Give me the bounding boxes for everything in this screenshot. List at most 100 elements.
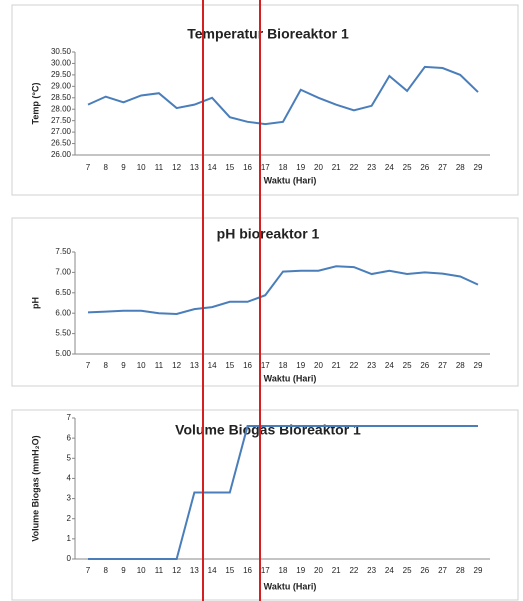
- x-tick-label: 17: [261, 361, 270, 370]
- y-tick-label: 27.50: [51, 116, 72, 125]
- x-tick-label: 10: [137, 163, 146, 172]
- y-axis-label: pH: [30, 297, 40, 309]
- x-tick-label: 11: [155, 163, 164, 172]
- x-tick-label: 23: [367, 566, 376, 575]
- y-tick-label: 6.50: [55, 288, 71, 297]
- y-tick-label: 1: [67, 534, 72, 543]
- x-tick-label: 17: [261, 566, 270, 575]
- y-tick-label: 5: [67, 453, 72, 462]
- data-line: [87, 265, 479, 316]
- x-tick-label: 19: [296, 361, 305, 370]
- data-line: [87, 65, 479, 126]
- y-tick-label: 7.00: [55, 268, 71, 277]
- x-tick-label: 12: [172, 361, 181, 370]
- x-tick-label: 22: [349, 163, 358, 172]
- x-tick-label: 7: [86, 566, 91, 575]
- y-tick-label: 4: [67, 474, 72, 483]
- data-line: [88, 425, 478, 560]
- x-tick-label: 22: [349, 566, 358, 575]
- x-tick-label: 24: [385, 566, 394, 575]
- x-tick-label: 13: [190, 163, 199, 172]
- x-tick-label: 10: [137, 361, 146, 370]
- y-tick-label: 29.00: [51, 81, 72, 90]
- x-tick-label: 24: [385, 163, 394, 172]
- x-tick-label: 15: [225, 566, 234, 575]
- x-axis-label: Waktu (Hari): [264, 373, 317, 383]
- x-tick-label: 20: [314, 361, 323, 370]
- x-tick-label: 26: [420, 163, 429, 172]
- y-tick-label: 29.50: [51, 70, 72, 79]
- x-tick-label: 21: [332, 163, 341, 172]
- y-tick-label: 26.50: [51, 139, 72, 148]
- y-tick-label: 3: [67, 494, 72, 503]
- x-tick-label: 28: [456, 163, 465, 172]
- x-tick-label: 7: [86, 361, 91, 370]
- x-tick-label: 11: [155, 361, 164, 370]
- x-tick-label: 16: [243, 361, 252, 370]
- y-tick-label: 30.00: [51, 59, 72, 68]
- x-tick-label: 12: [172, 566, 181, 575]
- x-tick-label: 9: [121, 566, 126, 575]
- chart-title: Temperatur Bioreaktor 1: [187, 26, 349, 42]
- x-axis-label: Waktu (Hari): [264, 175, 317, 185]
- x-tick-label: 20: [314, 566, 323, 575]
- x-tick-label: 29: [474, 361, 483, 370]
- x-tick-label: 25: [403, 163, 412, 172]
- x-tick-label: 20: [314, 163, 323, 172]
- y-tick-label: 30.50: [51, 47, 72, 56]
- x-tick-label: 7: [86, 163, 91, 172]
- x-tick-label: 28: [456, 361, 465, 370]
- y-tick-label: 26.00: [51, 150, 72, 159]
- y-tick-label: 7.50: [55, 247, 71, 256]
- x-tick-label: 28: [456, 566, 465, 575]
- x-tick-label: 27: [438, 163, 447, 172]
- x-tick-label: 18: [279, 163, 288, 172]
- y-tick-label: 0: [67, 554, 72, 563]
- x-tick-label: 19: [296, 163, 305, 172]
- x-axis-label: Waktu (Hari): [264, 581, 317, 591]
- x-tick-label: 15: [225, 163, 234, 172]
- x-tick-label: 27: [438, 361, 447, 370]
- y-tick-label: 27.00: [51, 127, 72, 136]
- x-tick-label: 16: [243, 163, 252, 172]
- x-tick-label: 21: [332, 361, 341, 370]
- y-tick-label: 6.00: [55, 308, 71, 317]
- x-tick-label: 29: [474, 566, 483, 575]
- x-tick-label: 8: [104, 163, 109, 172]
- y-axis-label: Temp (°C): [30, 83, 40, 125]
- x-tick-label: 19: [296, 566, 305, 575]
- x-tick-label: 22: [349, 361, 358, 370]
- x-tick-label: 21: [332, 566, 341, 575]
- y-tick-label: 6: [67, 433, 72, 442]
- charts: Temperatur Bioreaktor 1 26.00 26.50 27.00 27…: [30, 26, 490, 591]
- y-tick-label: 5.00: [55, 349, 71, 358]
- y-tick-label: 28.50: [51, 93, 72, 102]
- chart-frame: [11, 217, 519, 387]
- x-tick-label: 18: [279, 361, 288, 370]
- y-tick-label: 28.00: [51, 104, 72, 113]
- x-tick-label: 14: [208, 163, 217, 172]
- chart-title: pH bioreaktor 1: [217, 226, 320, 242]
- x-tick-label: 9: [121, 163, 126, 172]
- x-tick-label: 12: [172, 163, 181, 172]
- x-tick-label: 25: [403, 361, 412, 370]
- x-tick-label: 24: [385, 361, 394, 370]
- x-tick-label: 11: [155, 566, 164, 575]
- chart-frame: [11, 409, 519, 601]
- x-tick-label: 8: [104, 361, 109, 370]
- x-tick-label: 13: [190, 566, 199, 575]
- x-tick-label: 27: [438, 566, 447, 575]
- x-tick-label: 23: [367, 163, 376, 172]
- x-tick-label: 9: [121, 361, 126, 370]
- y-tick-label: 7: [67, 413, 72, 422]
- x-tick-label: 17: [261, 163, 270, 172]
- x-tick-label: 10: [137, 566, 146, 575]
- x-tick-label: 14: [208, 566, 217, 575]
- x-tick-label: 15: [225, 361, 234, 370]
- x-tick-label: 25: [403, 566, 412, 575]
- x-tick-label: 26: [420, 361, 429, 370]
- x-tick-label: 26: [420, 566, 429, 575]
- y-tick-label: 5.50: [55, 329, 71, 338]
- x-tick-label: 18: [279, 566, 288, 575]
